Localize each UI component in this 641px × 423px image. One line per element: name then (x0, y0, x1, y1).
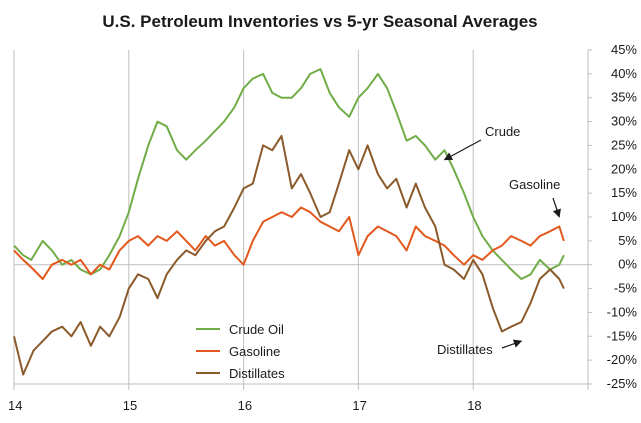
y-tick-label: 30% (611, 114, 637, 129)
x-tick-label: 17 (352, 398, 366, 413)
annotation-arrow-distillates (501, 339, 523, 349)
y-tick-label: 40% (611, 66, 637, 81)
annotations: Crude Gasoline Distillates (437, 124, 561, 357)
y-tick-label: 0% (618, 257, 637, 272)
y-tick-label: -15% (607, 328, 638, 343)
x-tick-label: 14 (8, 398, 22, 413)
annotation-label-crude: Crude (485, 124, 520, 139)
y-tick-label: 25% (611, 137, 637, 152)
y-tick-label: 45% (611, 42, 637, 57)
annotation-label-gasoline: Gasoline (509, 177, 560, 192)
y-tick-label: -20% (607, 352, 638, 367)
y-tick-label: 15% (611, 185, 637, 200)
legend-label-gasoline: Gasoline (229, 344, 280, 359)
legend-label-crude-oil: Crude Oil (229, 322, 284, 337)
series-line-crude-oil (13, 68, 565, 280)
y-tick-label: 10% (611, 209, 637, 224)
legend: Crude Oil Gasoline Distillates (196, 322, 285, 381)
x-tick-label: 18 (467, 398, 481, 413)
plot-area: 14 15 16 17 18 45% 40% 35% 30% 25% 20% 15% 10% 5% 0% -5… (8, 42, 637, 413)
y-tick-label: 5% (618, 233, 637, 248)
y-tick-label: 35% (611, 90, 637, 105)
annotation-arrow-crude (443, 139, 482, 161)
x-tick-label: 15 (123, 398, 137, 413)
series-line-distillates (13, 134, 565, 376)
annotation-arrow-gasoline (552, 197, 561, 218)
series-line-gasoline (13, 206, 565, 280)
x-tick-label: 16 (238, 398, 252, 413)
y-tick-label: 20% (611, 161, 637, 176)
annotation-label-distillates: Distillates (437, 342, 493, 357)
y-tick-label: -25% (607, 376, 638, 391)
y-tick-label: -5% (614, 281, 638, 296)
legend-label-distillates: Distillates (229, 366, 285, 381)
chart-title: U.S. Petroleum Inventories vs 5-yr Seaso… (102, 12, 537, 31)
y-tick-label: -10% (607, 304, 638, 319)
